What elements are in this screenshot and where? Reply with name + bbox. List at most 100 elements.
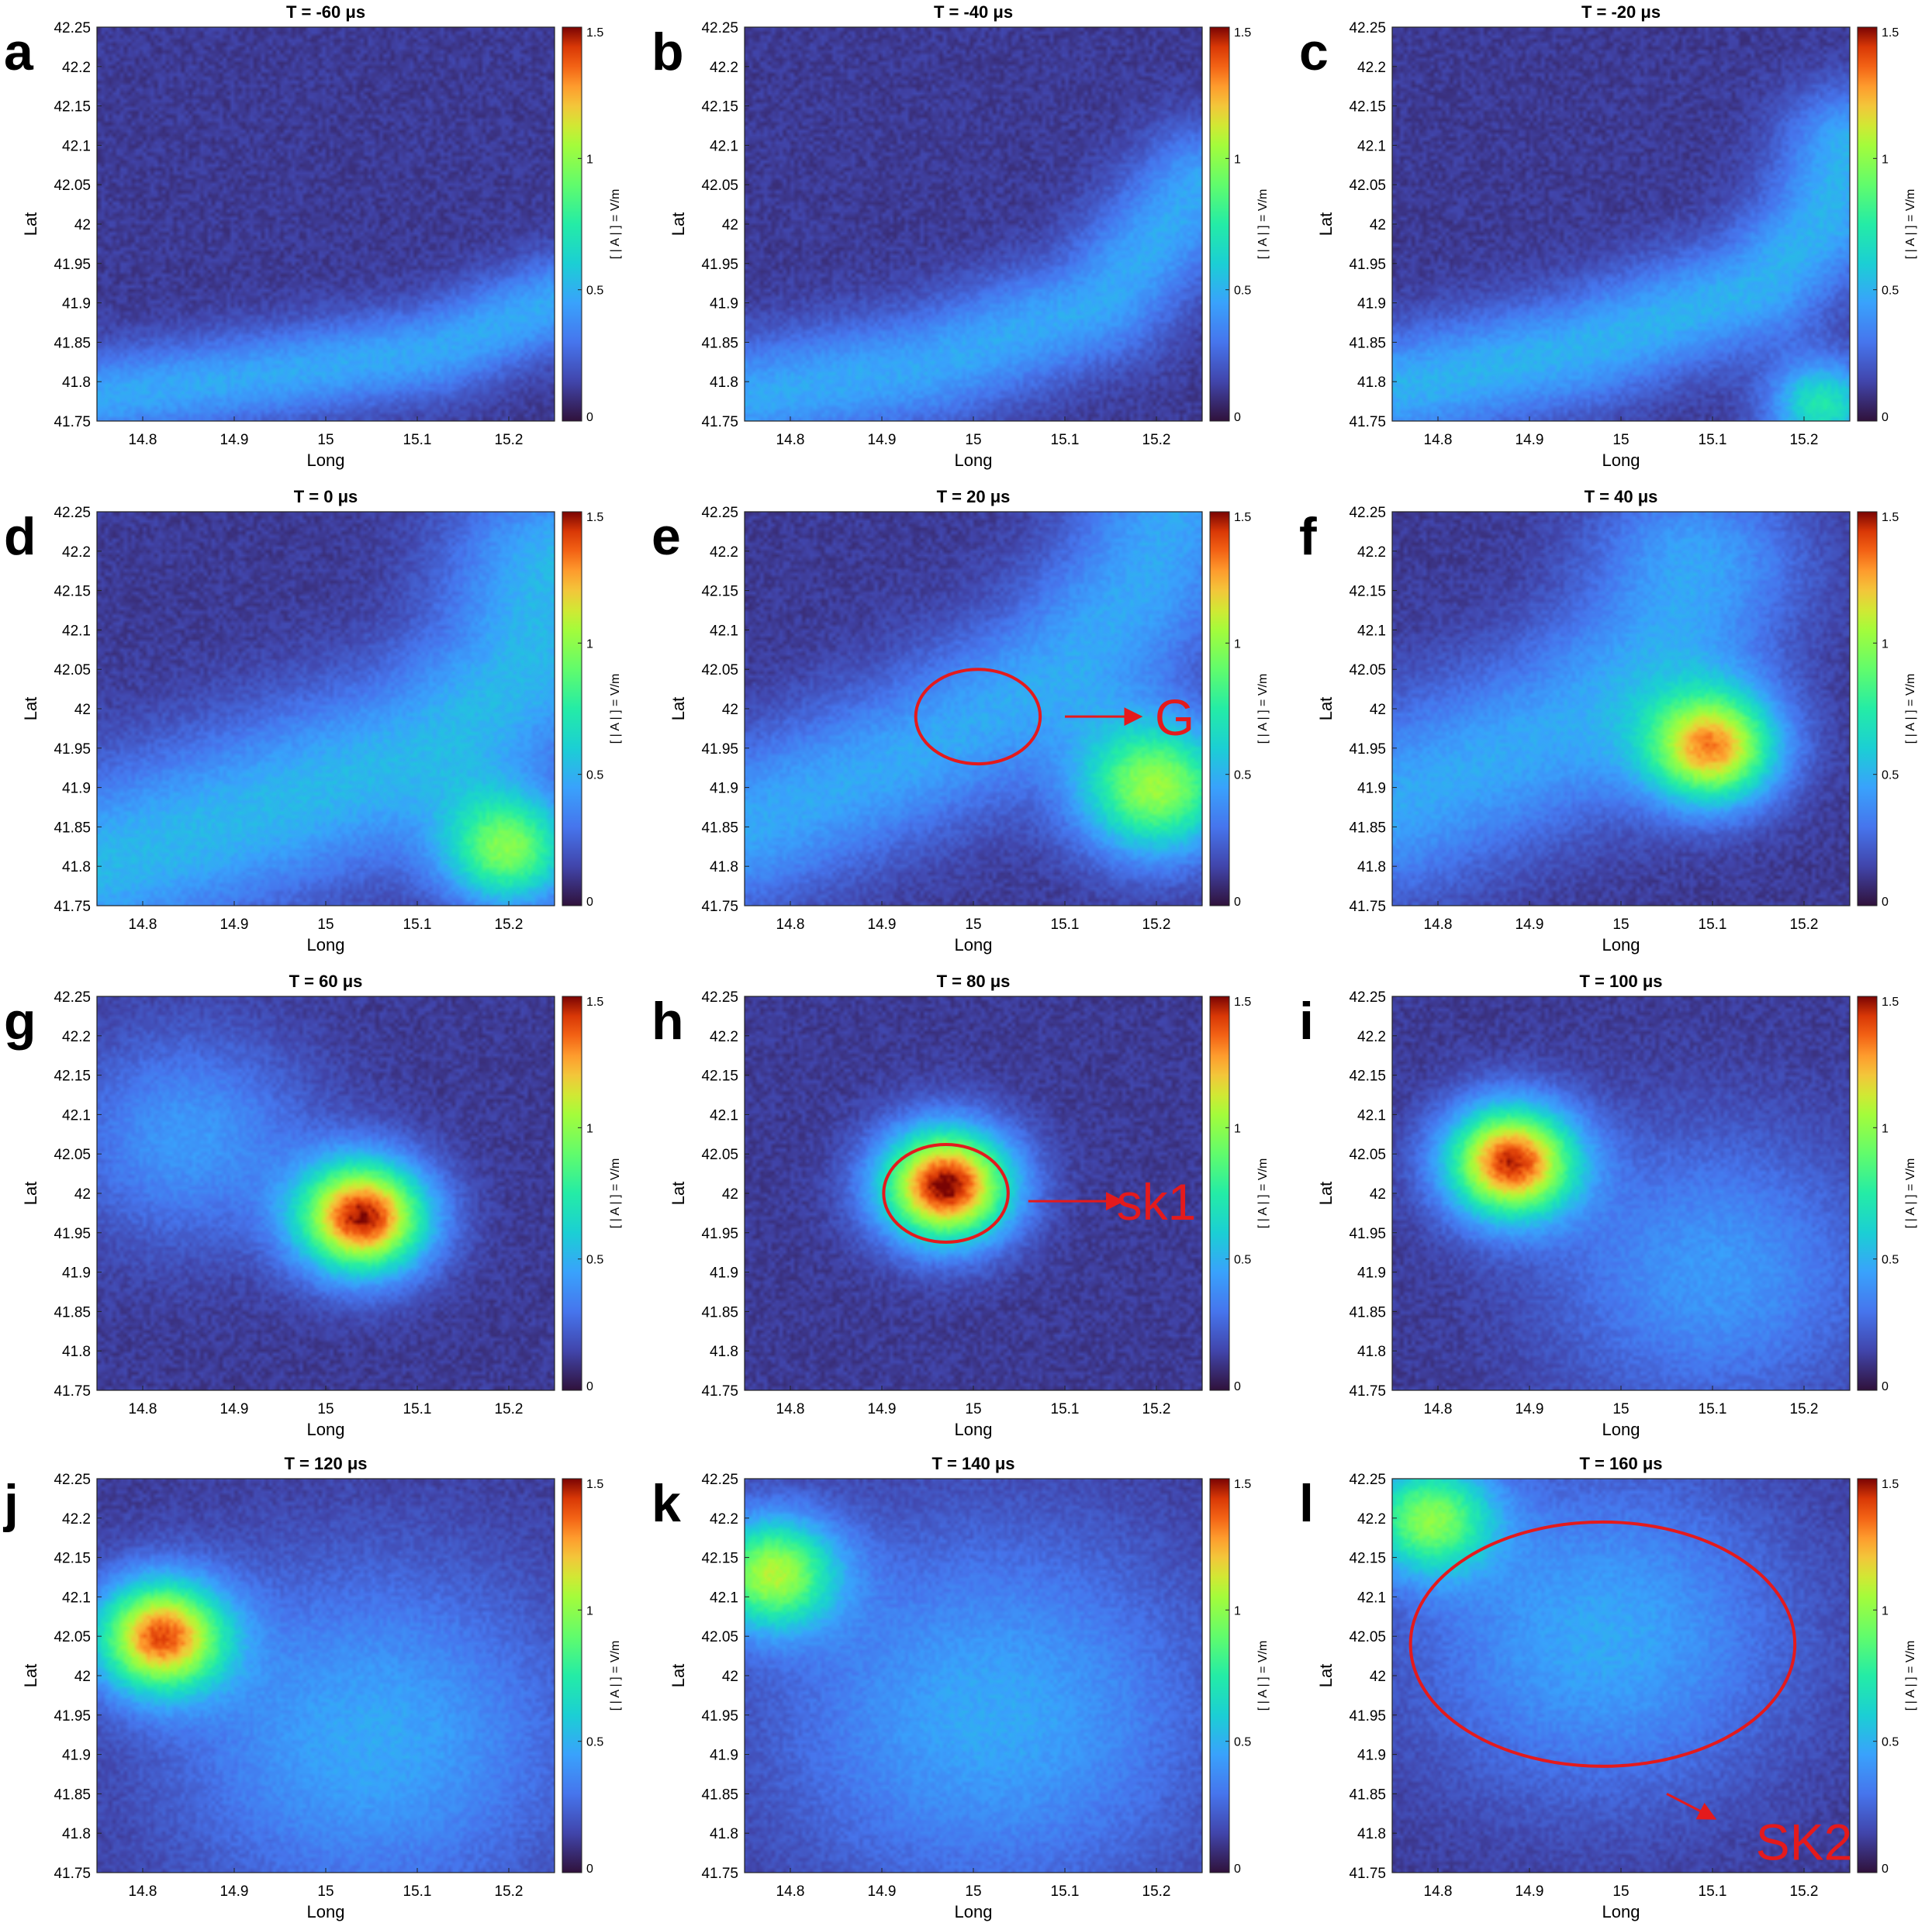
- colorbar: [562, 26, 582, 422]
- x-tick-label: 14.9: [220, 1883, 249, 1900]
- y-tick-label: 42.25: [54, 1472, 91, 1488]
- y-tick-label: 41.8: [62, 375, 91, 391]
- y-tick-label: 42.2: [710, 1029, 738, 1045]
- colorbar-tick-label: 1.5: [586, 996, 603, 1009]
- colorbar: [1857, 511, 1878, 906]
- panel-letter: j: [2, 1474, 19, 1533]
- panel-title: T = 140 μs: [931, 1454, 1014, 1473]
- x-tick-label: 15.2: [1790, 432, 1819, 448]
- panel-title: T = -20 μs: [1581, 2, 1661, 22]
- x-tick-label: 14.8: [1424, 1401, 1453, 1417]
- heatmap-image: [97, 996, 555, 1390]
- y-tick-label: 41.85: [1349, 1787, 1386, 1803]
- panel-b: b T = -40 μs 41.75 41.8 41.85 41.9 41.95 42 42.0…: [651, 2, 1270, 470]
- y-tick-label: 41.85: [54, 1304, 91, 1321]
- panel-title: T = 100 μs: [1579, 972, 1662, 991]
- y-tick-label: 41.75: [54, 414, 91, 430]
- colorbar-tick-label: 0.5: [586, 769, 603, 782]
- y-tick-label: 42.25: [54, 989, 91, 1006]
- x-tick-label: 15: [317, 1883, 334, 1900]
- colorbar-label: [ | A | ] = V/m: [1904, 674, 1917, 744]
- panel-title: T = 0 μs: [294, 487, 358, 506]
- colorbar-tick-label: 0.5: [1234, 769, 1251, 782]
- colorbar-tick-label: 0.5: [586, 1736, 603, 1749]
- x-axis-label: Long: [1602, 1420, 1640, 1439]
- x-tick-label: 15: [317, 432, 334, 448]
- y-tick-label: 42.25: [701, 20, 738, 36]
- colorbar-tick-label: 1.5: [1234, 1478, 1251, 1491]
- y-axis-label: Lat: [21, 212, 40, 236]
- x-tick-label: 15.1: [1051, 1401, 1080, 1417]
- y-tick-label: 41.75: [54, 1383, 91, 1400]
- colorbar-label: [ | A | ] = V/m: [1904, 1158, 1917, 1229]
- y-tick-label: 42.05: [1349, 1629, 1386, 1645]
- colorbar-tick-label: 1.5: [1234, 26, 1251, 40]
- heatmap-image: [745, 27, 1202, 421]
- y-axis-label: Lat: [669, 697, 688, 721]
- panel-letter: i: [1299, 992, 1314, 1051]
- y-tick-label: 42.1: [710, 1107, 738, 1124]
- y-tick-label: 41.85: [54, 335, 91, 351]
- colorbar-tick-label: 1: [1882, 153, 1889, 166]
- y-axis-label: Lat: [21, 1664, 40, 1688]
- colorbar-tick-label: 0.5: [1882, 1736, 1899, 1749]
- y-tick-label: 41.9: [710, 1265, 738, 1282]
- x-tick-label: 14.9: [1516, 1401, 1544, 1417]
- colorbar-label: [ | A | ] = V/m: [609, 189, 622, 260]
- colorbar: [1857, 1478, 1878, 1873]
- x-tick-label: 15.1: [1699, 432, 1727, 448]
- y-tick-label: 42.15: [1349, 1069, 1386, 1085]
- x-tick-label: 15.2: [1142, 917, 1171, 933]
- y-tick-label: 42.05: [54, 662, 91, 678]
- colorbar-tick-label: 1: [586, 1122, 593, 1135]
- y-tick-label: 41.9: [1357, 1265, 1386, 1282]
- y-tick-label: 42.2: [62, 1511, 91, 1528]
- x-tick-label: 15: [1612, 917, 1629, 933]
- colorbar: [1209, 996, 1230, 1391]
- y-tick-label: 42.2: [710, 1511, 738, 1528]
- y-tick-label: 42: [722, 217, 738, 233]
- y-axis-label: Lat: [1316, 212, 1336, 236]
- colorbar-tick-label: 0: [1882, 411, 1889, 424]
- x-tick-label: 15: [965, 1401, 981, 1417]
- x-tick-label: 15.1: [403, 1401, 432, 1417]
- y-tick-label: 42.15: [1349, 584, 1386, 600]
- x-axis-label: Long: [307, 935, 345, 955]
- x-axis-label: Long: [955, 935, 993, 955]
- y-tick-label: 41.95: [1349, 1226, 1386, 1242]
- x-tick-label: 14.8: [776, 432, 805, 448]
- y-tick-label: 41.95: [1349, 1708, 1386, 1724]
- y-tick-label: 41.95: [701, 1708, 738, 1724]
- heatmap-image: [97, 27, 555, 421]
- y-tick-label: 41.85: [701, 1304, 738, 1321]
- colorbar-tick-label: 1.5: [1882, 511, 1899, 524]
- panel-j: j T = 120 μs 41.75 41.8 41.85 41.9 41.95 42 42.0…: [2, 1454, 622, 1921]
- colorbar-label: [ | A | ] = V/m: [609, 674, 622, 744]
- y-tick-label: 42.05: [1349, 1147, 1386, 1163]
- heatmap-image: [1392, 27, 1850, 421]
- colorbar: [1209, 511, 1230, 906]
- x-tick-label: 15: [965, 432, 981, 448]
- colorbar-tick-label: 1: [1882, 1604, 1889, 1617]
- y-tick-label: 42: [1370, 1669, 1386, 1685]
- y-axis-label: Lat: [21, 1182, 40, 1206]
- y-tick-label: 42.25: [1349, 989, 1386, 1006]
- y-tick-label: 41.75: [1349, 1383, 1386, 1400]
- x-axis-label: Long: [307, 451, 345, 470]
- panel-k: k T = 140 μs 41.75 41.8 41.85 41.9 41.95 42 42.0…: [651, 1454, 1270, 1921]
- colorbar-label: [ | A | ] = V/m: [609, 1158, 622, 1229]
- colorbar: [1209, 26, 1230, 422]
- y-tick-label: 41.9: [1357, 781, 1386, 797]
- y-tick-label: 42: [722, 1186, 738, 1203]
- x-tick-label: 15: [965, 1883, 981, 1900]
- y-tick-label: 42.05: [701, 1147, 738, 1163]
- y-tick-label: 41.75: [701, 414, 738, 430]
- y-tick-label: 42.2: [1357, 544, 1386, 561]
- colorbar-tick-label: 0: [586, 411, 593, 424]
- y-tick-label: 42.05: [701, 178, 738, 194]
- y-tick-label: 41.75: [54, 899, 91, 915]
- heatmap-image: [745, 512, 1202, 906]
- x-tick-label: 15: [1612, 1401, 1629, 1417]
- colorbar-tick-label: 0.5: [1234, 1736, 1251, 1749]
